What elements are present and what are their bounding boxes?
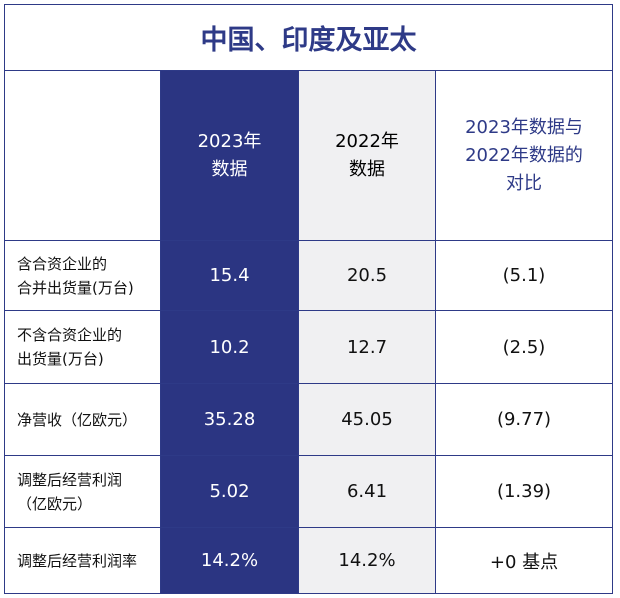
value-text: (5.1) — [502, 265, 546, 286]
header-text: 2023年 — [197, 130, 262, 152]
header-text: 数据 — [349, 158, 385, 180]
row-label: 含合资企业的合并出货量(万台) — [5, 241, 161, 311]
value-cell: +0 基点 — [436, 528, 613, 594]
value-text: (1.39) — [496, 481, 552, 502]
row-label-text: （亿欧元） — [17, 494, 93, 513]
title-cell: 中国、印度及亚太 — [5, 5, 613, 71]
header-text: 数据 — [211, 158, 248, 180]
row-label-text: 出货量(万台) — [17, 350, 104, 368]
row-label: 净营收（亿欧元） — [5, 384, 161, 456]
value-text: 10.2 — [209, 336, 250, 358]
table-title: 中国、印度及亚太 — [200, 25, 417, 56]
row-label: 不含合资企业的 出货量(万台) — [5, 311, 161, 384]
row-label-text: 合并出货量(万台) — [17, 278, 134, 297]
value-cell: 35.28 — [161, 384, 299, 456]
value-cell: (5.1) — [436, 241, 613, 311]
header-text: 2022年数据的 — [465, 144, 583, 166]
column-header: 2023年数据与 2022年数据的 对比 — [436, 71, 613, 241]
value-text: 45.05 — [341, 409, 393, 430]
value-cell: 10.2 — [161, 311, 299, 384]
value-cell: 6.41 — [299, 456, 436, 528]
value-text: +0 基点 — [489, 551, 559, 573]
row-label-text: 不含合资企业的 — [17, 326, 123, 344]
value-text: (2.5) — [502, 336, 546, 358]
row-label: 调整后经营利润 （亿欧元） — [5, 456, 161, 528]
value-text: 5.02 — [209, 481, 250, 502]
value-cell: 14.2% — [299, 528, 436, 594]
value-text: 35.28 — [203, 409, 256, 430]
value-cell: 45.05 — [299, 384, 436, 456]
value-text: 15.4 — [209, 265, 250, 286]
header-text: 2022年 — [335, 130, 399, 152]
value-text: (9.77) — [496, 409, 552, 430]
value-text: 14.2% — [338, 550, 396, 571]
row-label: 调整后经营利润率 — [5, 528, 161, 594]
column-header: 2023年数据 — [161, 71, 299, 241]
value-cell: (9.77) — [436, 384, 613, 456]
value-cell: 14.2% — [161, 528, 299, 594]
table: 中国、印度及亚太 2023年 数据 2022年 数据 2023年数据与 2022年数据的 对比… — [4, 4, 613, 594]
value-text: 14.2% — [200, 550, 259, 571]
row-label-text: 调整后经营利润 — [17, 470, 123, 489]
row-label-text: 调整后经营利润率 — [17, 551, 138, 570]
value-cell: 5.02 — [161, 456, 299, 528]
value-cell: 12.7 — [299, 311, 436, 384]
header-text: 2023年数据与 — [465, 116, 583, 138]
value-cell: (1.39) — [436, 456, 613, 528]
header-text: 对比 — [506, 172, 542, 194]
row-label-text: 净营收（亿欧元） — [17, 410, 138, 429]
value-text: 12.7 — [346, 336, 388, 358]
row-label-text: 含合资企业的 — [17, 254, 108, 273]
column-header: 2022年数据 — [299, 71, 436, 241]
value-text: 6.41 — [346, 481, 388, 502]
value-cell: 15.4 — [161, 241, 299, 311]
value-text: 20.5 — [346, 265, 388, 286]
value-cell: 20.5 — [299, 241, 436, 311]
header-blank — [5, 71, 161, 241]
value-cell: (2.5) — [436, 311, 613, 384]
